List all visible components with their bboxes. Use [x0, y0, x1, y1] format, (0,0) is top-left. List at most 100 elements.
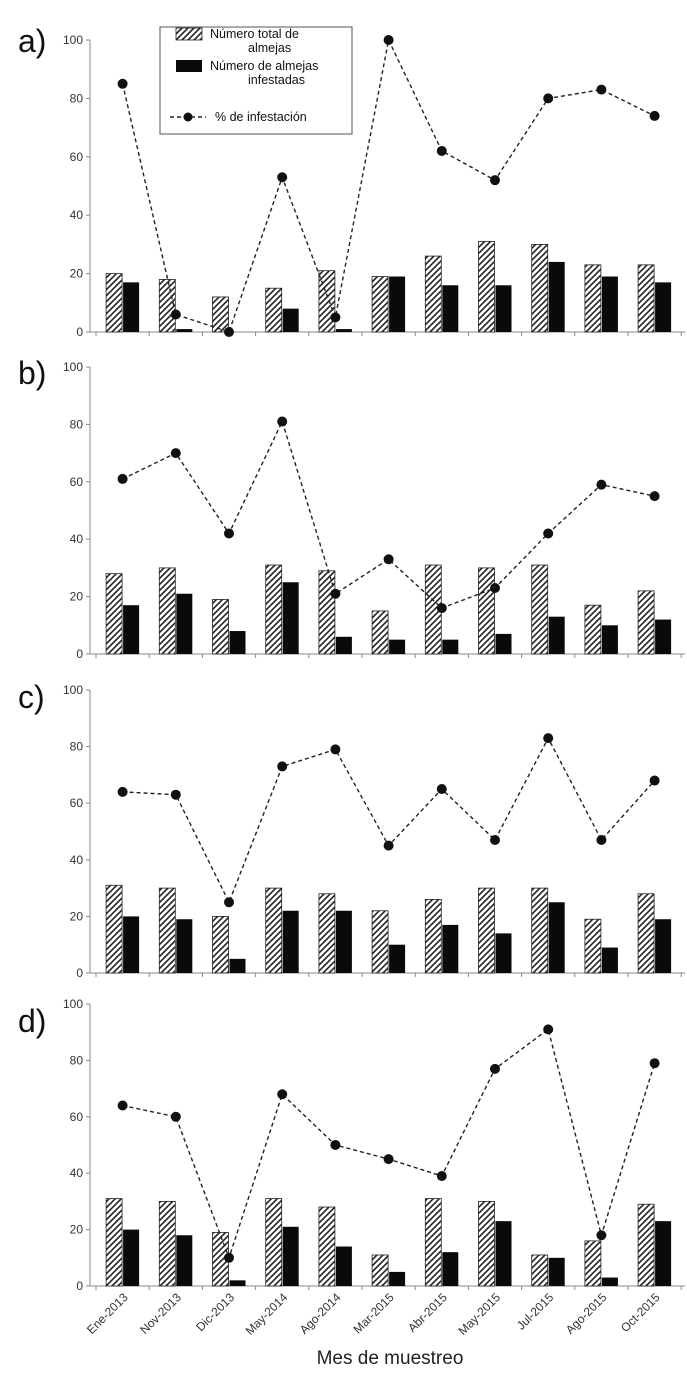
x-tick-label: Oct-2015 [618, 1290, 663, 1335]
bar-infested-clams [655, 282, 672, 332]
y-tick-label: 80 [70, 91, 84, 105]
bar-infested-clams [389, 639, 406, 654]
infestation-point [436, 145, 447, 156]
infestation-point [383, 1154, 394, 1165]
panel-c: c) 0 20 40 60 80 100 [18, 679, 686, 980]
bar-infested-clams [389, 276, 406, 332]
bar-infested-clams [601, 947, 618, 973]
bar-infested-clams [442, 639, 459, 654]
bar-total-clams [265, 287, 283, 333]
x-tick-label: May-2014 [243, 1290, 291, 1338]
y-tick-label: 20 [70, 267, 84, 281]
bar-infested-clams [176, 593, 193, 654]
panel-label: a) [18, 23, 46, 59]
infestation-point [490, 582, 500, 593]
bar-total-clams [105, 884, 123, 974]
bar-total-clams [424, 1198, 442, 1287]
bar-total-clams [424, 255, 442, 333]
legend-swatch-hatched [175, 27, 203, 41]
infestation-point [277, 761, 288, 772]
infestation-point [383, 35, 394, 45]
infestation-point [436, 1171, 447, 1182]
bar-total-clams [637, 1203, 655, 1287]
infestation-point [543, 1024, 554, 1035]
bar-total-clams [158, 567, 176, 655]
infestation-point [543, 93, 554, 104]
infestation-point [170, 309, 181, 320]
y-tick-label: 40 [70, 1166, 84, 1180]
infestation-point [649, 491, 660, 502]
infestation-line [122, 419, 655, 609]
infestation-point [224, 528, 234, 539]
bar-infested-clams [123, 605, 140, 654]
bar-total-clams [531, 564, 549, 655]
infestation-point [277, 1089, 288, 1100]
y-tick-label: 60 [70, 150, 84, 164]
x-tick-label: Ago-2014 [297, 1290, 344, 1337]
bar-infested-clams [176, 1235, 193, 1286]
infestation-point [543, 528, 554, 539]
infestation-point [117, 473, 128, 484]
bar-total-clams [584, 1240, 602, 1287]
bar-total-clams [424, 899, 442, 974]
infestation-point [436, 603, 447, 614]
y-tick-label: 60 [70, 796, 84, 810]
y-tick-label: 0 [76, 647, 83, 661]
bar-infested-clams [123, 282, 140, 332]
bar-infested-clams [601, 276, 618, 332]
bar-infested-clams [389, 1271, 406, 1286]
x-tick-label: Ene-2013 [84, 1290, 131, 1337]
infestation-point [224, 1252, 234, 1263]
infestation-point [490, 1063, 500, 1074]
bar-infested-clams [548, 1257, 565, 1286]
bar-infested-clams [548, 261, 565, 332]
y-tick-label: 60 [70, 1110, 84, 1124]
bar-total-clams [105, 573, 123, 655]
bar-infested-clams [282, 910, 299, 973]
infestation-point [117, 1100, 128, 1111]
bar-total-clams [265, 1198, 283, 1287]
bar-infested-clams [282, 582, 299, 654]
bar-total-clams [371, 610, 389, 655]
y-tick-label: 20 [70, 909, 84, 923]
bar-infested-clams [229, 1280, 246, 1286]
x-tick-label: May-2015 [455, 1290, 503, 1338]
bar-total-clams [531, 887, 549, 974]
y-tick-label: 80 [70, 417, 84, 431]
bar-infested-clams [548, 902, 565, 973]
bar-infested-clams [123, 1229, 140, 1286]
y-tick-label: 40 [70, 853, 84, 867]
bar-total-clams [584, 604, 602, 655]
bar-infested-clams [601, 625, 618, 654]
x-tick-label: Mar-2015 [351, 1290, 397, 1336]
infestation-point [649, 775, 660, 786]
bar-total-clams [265, 887, 283, 974]
bar-total-clams [478, 567, 495, 655]
y-tick-label: 60 [70, 475, 84, 489]
bar-total-clams [371, 1254, 389, 1287]
bar-total-clams [318, 893, 336, 974]
infestation-point [383, 840, 394, 851]
bar-total-clams [531, 1254, 549, 1287]
infestation-point [330, 588, 341, 599]
infestation-point [596, 834, 607, 845]
infestation-point [543, 733, 554, 744]
bar-infested-clams [442, 1252, 459, 1286]
infestation-point [490, 175, 500, 186]
bar-total-clams [637, 590, 655, 655]
infestation-point [596, 1230, 607, 1241]
bar-infested-clams [335, 910, 352, 973]
bar-infested-clams [442, 924, 459, 973]
infestation-point [277, 172, 288, 183]
bar-total-clams [212, 296, 229, 333]
bar-infested-clams [655, 1221, 672, 1286]
infestation-point [383, 554, 394, 565]
x-tick-label: Nov-2013 [137, 1290, 184, 1337]
y-tick-label: 40 [70, 208, 84, 222]
x-tick-label: Dic-2013 [193, 1290, 237, 1334]
bar-infested-clams [176, 329, 193, 332]
bar-total-clams [318, 1206, 336, 1287]
bar-infested-clams [495, 633, 512, 654]
